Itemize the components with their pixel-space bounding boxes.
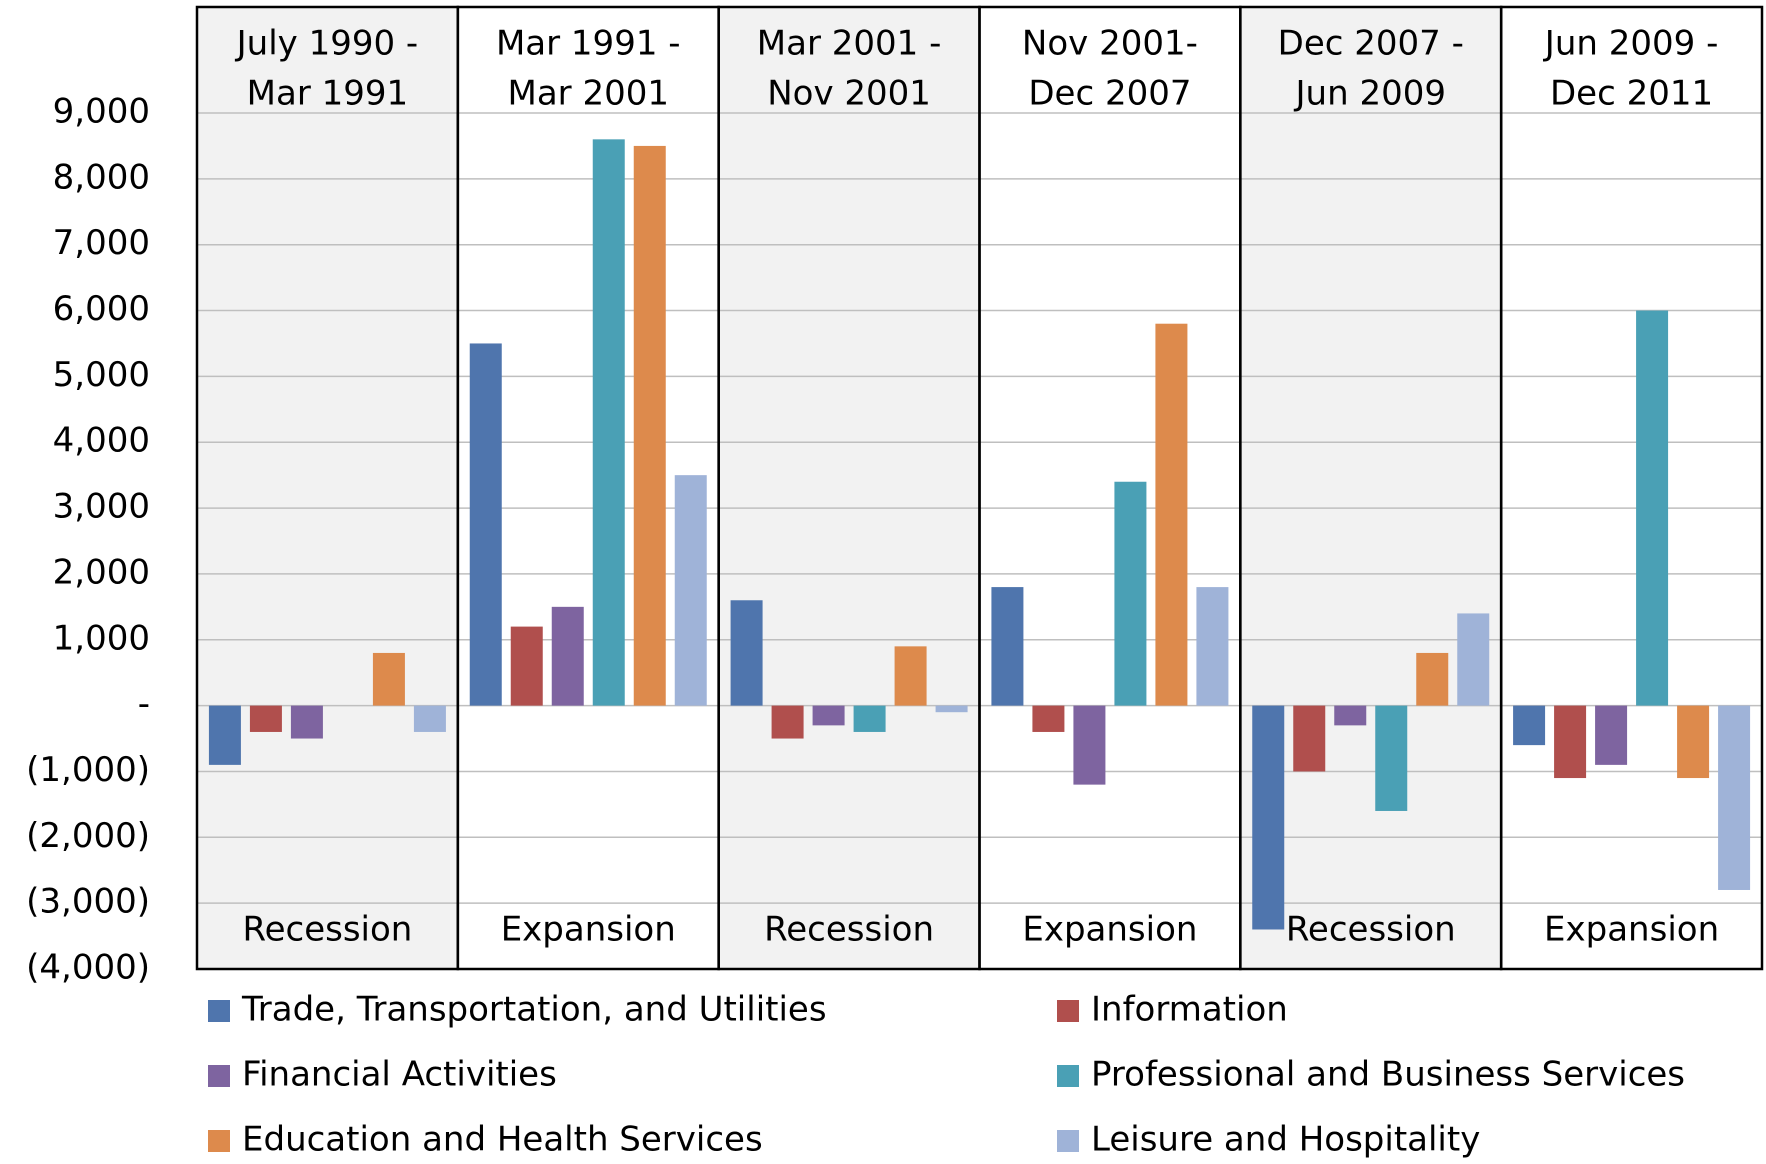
bar [812,705,845,726]
bar [633,145,666,706]
bar [771,705,804,739]
legend-label: Trade, Transportation, and Utilities [241,990,827,1030]
bar [551,606,584,706]
phase-label: Recession [1286,910,1456,950]
panel-background [718,7,980,969]
panel-background [197,7,458,969]
phase-label: Expansion [1022,910,1197,950]
y-tick-label: 5,000 [53,355,150,395]
bar [1334,705,1367,726]
period-label: Jun 2009 [1294,74,1446,114]
period-label: Dec 2011 [1550,74,1713,114]
legend-label: Leisure and Hospitality [1091,1120,1480,1160]
legend-swatch [1057,1065,1079,1087]
bar [592,139,625,706]
bar [1718,705,1751,890]
panel-border [1499,5,1764,971]
y-tick-label: 6,000 [53,289,150,329]
bar [1513,705,1546,746]
period-label: Jun 2009 - [1543,24,1719,64]
bar [730,600,763,706]
legend-swatch [208,1065,230,1087]
bar [853,705,886,732]
bar [1114,481,1147,706]
bar [674,475,707,706]
bar [935,705,968,713]
period-label: Mar 2001 - [757,24,942,64]
bar [1375,705,1408,811]
period-label: Nov 2001- [1022,24,1198,64]
phase-label: Recession [242,910,412,950]
y-tick-label: 4,000 [53,421,150,461]
legend-swatch [1057,1130,1079,1152]
bar [249,705,282,732]
legend-label: Financial Activities [242,1055,557,1095]
y-tick-label: (1,000) [26,750,150,790]
period-label: Dec 2007 [1028,74,1191,114]
y-tick-label: 2,000 [53,552,150,592]
y-tick-label: 7,000 [53,223,150,263]
bar [1196,587,1229,706]
legend-label: Professional and Business Services [1091,1055,1685,1095]
bar [1457,613,1490,706]
bar [372,652,405,706]
bar [1677,705,1710,779]
bar [208,705,241,765]
period-label: Mar 2001 [508,74,669,114]
bar [1293,705,1326,772]
bar [1416,652,1449,706]
phase-label: Expansion [1544,910,1719,950]
bar [469,343,502,706]
y-tick-label: 8,000 [53,157,150,197]
bar [1032,705,1065,732]
y-tick-label: 1,000 [53,618,150,658]
bar [290,705,323,739]
bar [991,587,1024,706]
period-label: July 1990 - [235,24,419,64]
y-tick-label: - [138,684,150,724]
period-label: Nov 2001 [767,74,931,114]
legend-label: Information [1091,990,1288,1030]
bar [1595,705,1628,765]
period-label: Mar 1991 [247,74,408,114]
period-label: Mar 1991 - [496,24,681,64]
bar [413,705,446,732]
bar [1636,310,1669,706]
phase-label: Recession [764,910,934,950]
y-tick-label: (2,000) [26,816,150,856]
y-tick-label: 3,000 [53,487,150,527]
legend-swatch [1057,1000,1079,1022]
bar [894,646,927,706]
y-tick-label: (4,000) [26,948,150,988]
legend-label: Education and Health Services [242,1120,763,1160]
phase-label: Expansion [501,910,676,950]
legend-swatch [208,1130,230,1152]
legend-swatch [208,1000,230,1022]
y-tick-label: (3,000) [26,882,150,922]
period-label: Dec 2007 - [1278,24,1464,64]
y-tick-label: 9,000 [53,92,150,132]
bar [1155,323,1188,706]
panel-background [979,7,1241,969]
bar [1252,705,1285,930]
bar [510,626,543,706]
bar [1554,705,1587,779]
bar [1073,705,1106,785]
